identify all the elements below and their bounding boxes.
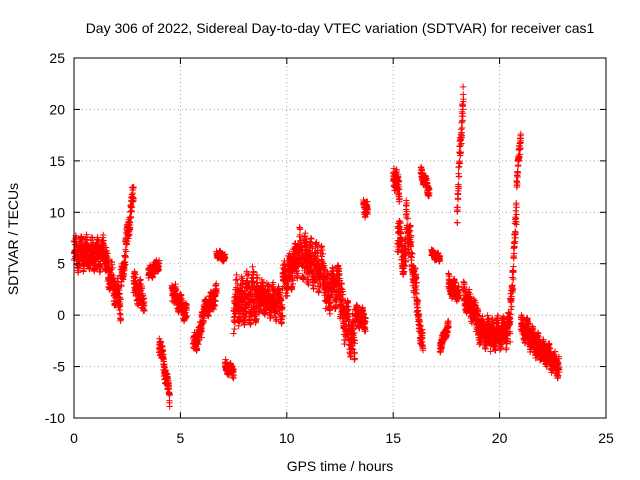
x-tick-label: 5: [177, 430, 185, 446]
data-points: [70, 83, 563, 410]
x-tick-label: 15: [385, 430, 401, 446]
chart-title: Day 306 of 2022, Sidereal Day-to-day VTE…: [86, 20, 595, 36]
data-point: [132, 274, 139, 281]
data-point: [249, 263, 256, 270]
data-point: [512, 207, 519, 215]
data-point: [458, 124, 466, 132]
data-point: [116, 303, 124, 310]
y-tick-label: 25: [49, 50, 65, 66]
data-point: [198, 334, 205, 341]
data-point: [166, 403, 173, 410]
data-point: [155, 257, 163, 264]
y-tick-label: -5: [53, 359, 66, 375]
data-point: [125, 235, 132, 242]
data-point: [155, 266, 163, 273]
data-point: [84, 236, 91, 243]
y-tick-label: -10: [45, 410, 65, 426]
data-point: [104, 250, 111, 257]
data-point: [183, 301, 190, 309]
data-point: [130, 183, 137, 191]
data-point: [117, 316, 125, 323]
data-point: [200, 315, 208, 322]
data-point: [166, 391, 173, 398]
data-point: [235, 322, 242, 330]
y-tick-label: 0: [57, 307, 65, 323]
plot-frame: [73, 57, 607, 419]
y-tick-label: 15: [49, 153, 65, 169]
y-tick-label: 5: [57, 256, 65, 272]
data-point: [510, 275, 517, 283]
data-point: [341, 340, 348, 348]
data-point: [109, 264, 116, 272]
x-tick-label: 10: [279, 430, 295, 446]
y-axis-label: SDTVAR / TECUs: [5, 183, 21, 295]
data-point: [457, 141, 464, 149]
data-point: [459, 83, 467, 91]
data-point: [75, 269, 82, 276]
y-tick-label: 10: [49, 204, 65, 220]
x-axis-label: GPS time / hours: [287, 458, 394, 474]
data-point: [122, 248, 130, 255]
data-point: [510, 263, 517, 270]
data-point: [138, 284, 146, 292]
data-point: [128, 191, 136, 198]
data-point: [122, 261, 129, 268]
x-tick-label: 20: [492, 430, 508, 446]
data-point: [326, 310, 334, 318]
data-point: [454, 219, 461, 227]
data-point: [182, 312, 190, 320]
data-point: [193, 346, 201, 353]
data-point: [126, 221, 134, 229]
data-point: [100, 231, 107, 239]
data-point: [105, 257, 112, 264]
data-point: [122, 254, 129, 261]
data-point: [100, 237, 107, 244]
data-point: [108, 259, 116, 266]
data-point: [230, 330, 237, 337]
data-point: [87, 234, 95, 241]
x-tick-label: 25: [598, 430, 614, 446]
data-point: [183, 313, 190, 320]
data-point: [278, 319, 285, 327]
data-point: [517, 130, 525, 138]
grid-lines: [74, 58, 606, 418]
data-point: [250, 268, 257, 275]
data-point: [457, 148, 464, 156]
x-tick-label: 0: [70, 430, 78, 446]
data-point: [302, 229, 309, 237]
data-point: [141, 307, 148, 315]
data-point: [284, 292, 291, 300]
y-tick-label: 20: [49, 101, 65, 117]
data-point: [254, 274, 261, 282]
data-point: [510, 269, 517, 276]
data-point: [231, 325, 238, 333]
data-point: [130, 195, 137, 202]
data-point: [117, 296, 124, 303]
